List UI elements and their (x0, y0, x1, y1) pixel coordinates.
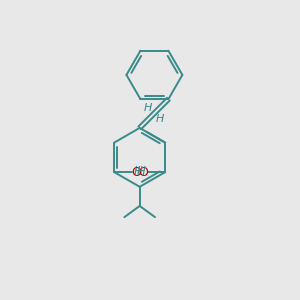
Text: H: H (137, 165, 146, 178)
Text: O: O (131, 166, 141, 178)
Text: H: H (134, 165, 142, 178)
Text: H: H (144, 103, 152, 113)
Text: H: H (156, 114, 164, 124)
Text: O: O (138, 166, 148, 178)
